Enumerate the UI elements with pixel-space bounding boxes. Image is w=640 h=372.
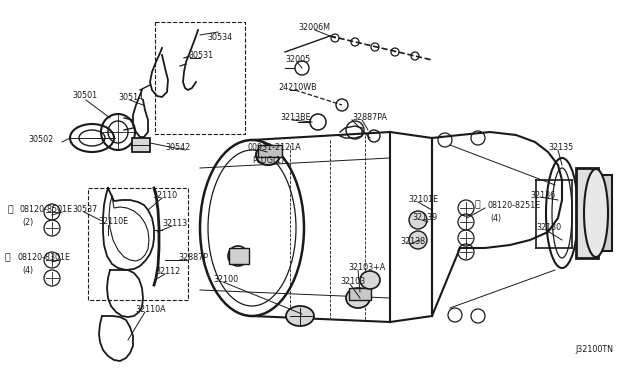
Text: 32005: 32005 — [285, 55, 310, 64]
Ellipse shape — [256, 145, 280, 165]
Text: Ⓑ: Ⓑ — [8, 205, 13, 215]
Text: 3213BE: 3213BE — [280, 113, 310, 122]
Text: 32103: 32103 — [340, 278, 365, 286]
Text: 30514: 30514 — [118, 93, 143, 102]
Bar — [155, 22, 245, 134]
Ellipse shape — [409, 231, 427, 249]
Text: 30534: 30534 — [207, 33, 232, 42]
Text: (4): (4) — [490, 214, 501, 222]
Text: 30501: 30501 — [72, 90, 97, 99]
Ellipse shape — [360, 271, 380, 289]
Text: (4): (4) — [22, 266, 33, 275]
Ellipse shape — [584, 169, 608, 257]
Text: 32138: 32138 — [400, 237, 425, 247]
Text: 32006M: 32006M — [298, 23, 330, 32]
Text: 32110A: 32110A — [135, 305, 166, 314]
Text: 30537: 30537 — [72, 205, 97, 215]
Bar — [88, 188, 188, 300]
Text: PLUG(1): PLUG(1) — [252, 155, 284, 164]
Text: Ⓑ: Ⓑ — [475, 201, 481, 209]
Text: 32887PA: 32887PA — [352, 113, 387, 122]
Text: 32113: 32113 — [162, 219, 187, 228]
Text: J32100TN: J32100TN — [575, 346, 613, 355]
Text: 30542: 30542 — [165, 144, 190, 153]
Bar — [132, 138, 150, 152]
Text: 32136: 32136 — [530, 190, 555, 199]
Bar — [598, 175, 612, 251]
Text: 08120-8301E: 08120-8301E — [17, 253, 70, 263]
Bar — [229, 248, 249, 264]
Text: 00931-2121A: 00931-2121A — [248, 144, 301, 153]
Text: 32135: 32135 — [548, 144, 573, 153]
Ellipse shape — [409, 211, 427, 229]
Text: 30502: 30502 — [28, 135, 53, 144]
Ellipse shape — [346, 288, 370, 308]
Bar — [576, 168, 598, 258]
Text: 32887P: 32887P — [178, 253, 208, 263]
Text: 32100: 32100 — [213, 276, 238, 285]
Text: 32139: 32139 — [412, 214, 437, 222]
Text: 32110E: 32110E — [98, 218, 128, 227]
Text: 32101E: 32101E — [408, 196, 438, 205]
Text: Ⓑ: Ⓑ — [5, 253, 11, 263]
Ellipse shape — [286, 306, 314, 326]
Text: 32103+A: 32103+A — [348, 263, 385, 273]
Text: 32130: 32130 — [536, 224, 561, 232]
Text: (2): (2) — [22, 218, 33, 227]
Text: 32110: 32110 — [152, 190, 177, 199]
Bar — [258, 145, 282, 157]
Text: 30531: 30531 — [188, 51, 213, 60]
Text: 32112: 32112 — [155, 267, 180, 276]
Text: 08120-8501E: 08120-8501E — [20, 205, 73, 215]
Bar — [349, 288, 371, 300]
Text: 24210WB: 24210WB — [278, 83, 317, 93]
Text: 08120-8251E: 08120-8251E — [487, 201, 540, 209]
